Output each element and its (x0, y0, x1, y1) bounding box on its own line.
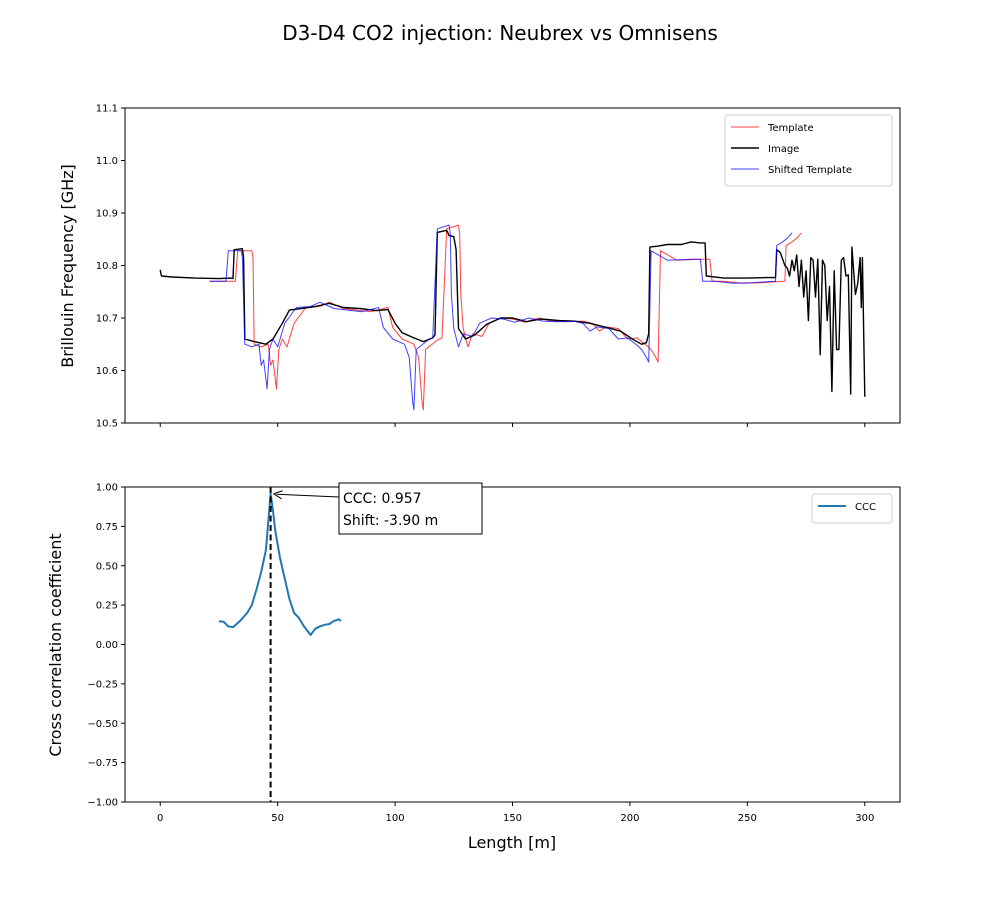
y-tick-label: 10.7 (96, 314, 118, 325)
frequency-y-axis-label: Brillouin Frequency [GHz] (58, 164, 77, 368)
y-tick-label: −0.50 (87, 719, 118, 730)
annotation-arrow-shaft (276, 493, 340, 498)
y-tick-label: 0.25 (96, 601, 118, 612)
legend-label-ccc: CCC (855, 502, 876, 513)
legend-label-template: Template (767, 123, 814, 134)
ccc-y-axis-label: Cross correlation coefficient (46, 533, 65, 756)
image-line (159, 229, 866, 397)
shifted-template-line (209, 224, 793, 411)
x-tick-label: 0 (157, 813, 163, 824)
frequency-panel: 10.5 10.6 10.7 10.8 10.9 11.0 11.1 Brillouin F… (58, 104, 901, 430)
ccc-legend: CCC (811, 493, 893, 524)
y-tick-label: −0.25 (87, 679, 118, 690)
ccc-panel: 0 50 100 150 200 250 300 −1.00 −0.75 −0.50 −0.25 0.… (46, 482, 901, 852)
legend-frame (811, 493, 893, 524)
y-tick-label: 10.5 (96, 419, 118, 430)
x-tick-label: 100 (386, 813, 405, 824)
x-tick-label: 200 (620, 813, 639, 824)
y-tick-label: −1.00 (87, 798, 118, 809)
ccc-lines (218, 487, 342, 802)
x-tick-label: 150 (503, 813, 522, 824)
annotation-text: CCC: 0.957 (343, 491, 422, 507)
x-tick-label: 50 (271, 813, 284, 824)
legend-frame (724, 114, 893, 187)
x-tick-label: 300 (855, 813, 874, 824)
annotation-arrow-head (273, 490, 283, 500)
frequency-legend: Template Image Shifted Template (724, 114, 893, 187)
figure-title: D3-D4 CO2 injection: Neubrex vs Omnisens (282, 21, 718, 45)
ccc-ticks: 0 50 100 150 200 250 300 −1.00 −0.75 −0.50 −0.25 0.… (87, 483, 874, 825)
y-tick-label: 11.1 (96, 104, 118, 115)
ccc-axes-frame (124, 486, 901, 803)
annotation-text: Shift: -3.90 m (343, 513, 438, 529)
frequency-ticks: 10.5 10.6 10.7 10.8 10.9 11.0 11.1 (96, 104, 866, 430)
y-tick-label: 10.9 (96, 209, 118, 220)
y-tick-label: 0.00 (96, 640, 118, 651)
y-tick-label: 1.00 (96, 483, 118, 494)
y-tick-label: 10.8 (96, 261, 118, 272)
annotation-box (338, 482, 483, 535)
peak-annotation: CCC: 0.957 Shift: -3.90 m (273, 482, 483, 535)
y-tick-label: 11.0 (96, 156, 118, 167)
y-tick-label: −0.75 (87, 758, 118, 769)
x-tick-label: 250 (738, 813, 757, 824)
legend-label-shifted-template: Shifted Template (768, 165, 852, 176)
y-tick-label: 10.6 (96, 366, 118, 377)
frequency-lines (159, 224, 866, 411)
y-tick-label: 0.50 (96, 561, 118, 572)
ccc-line (218, 492, 342, 636)
legend-label-image: Image (768, 144, 799, 155)
y-tick-label: 0.75 (96, 522, 118, 533)
x-axis-label: Length [m] (468, 833, 556, 852)
